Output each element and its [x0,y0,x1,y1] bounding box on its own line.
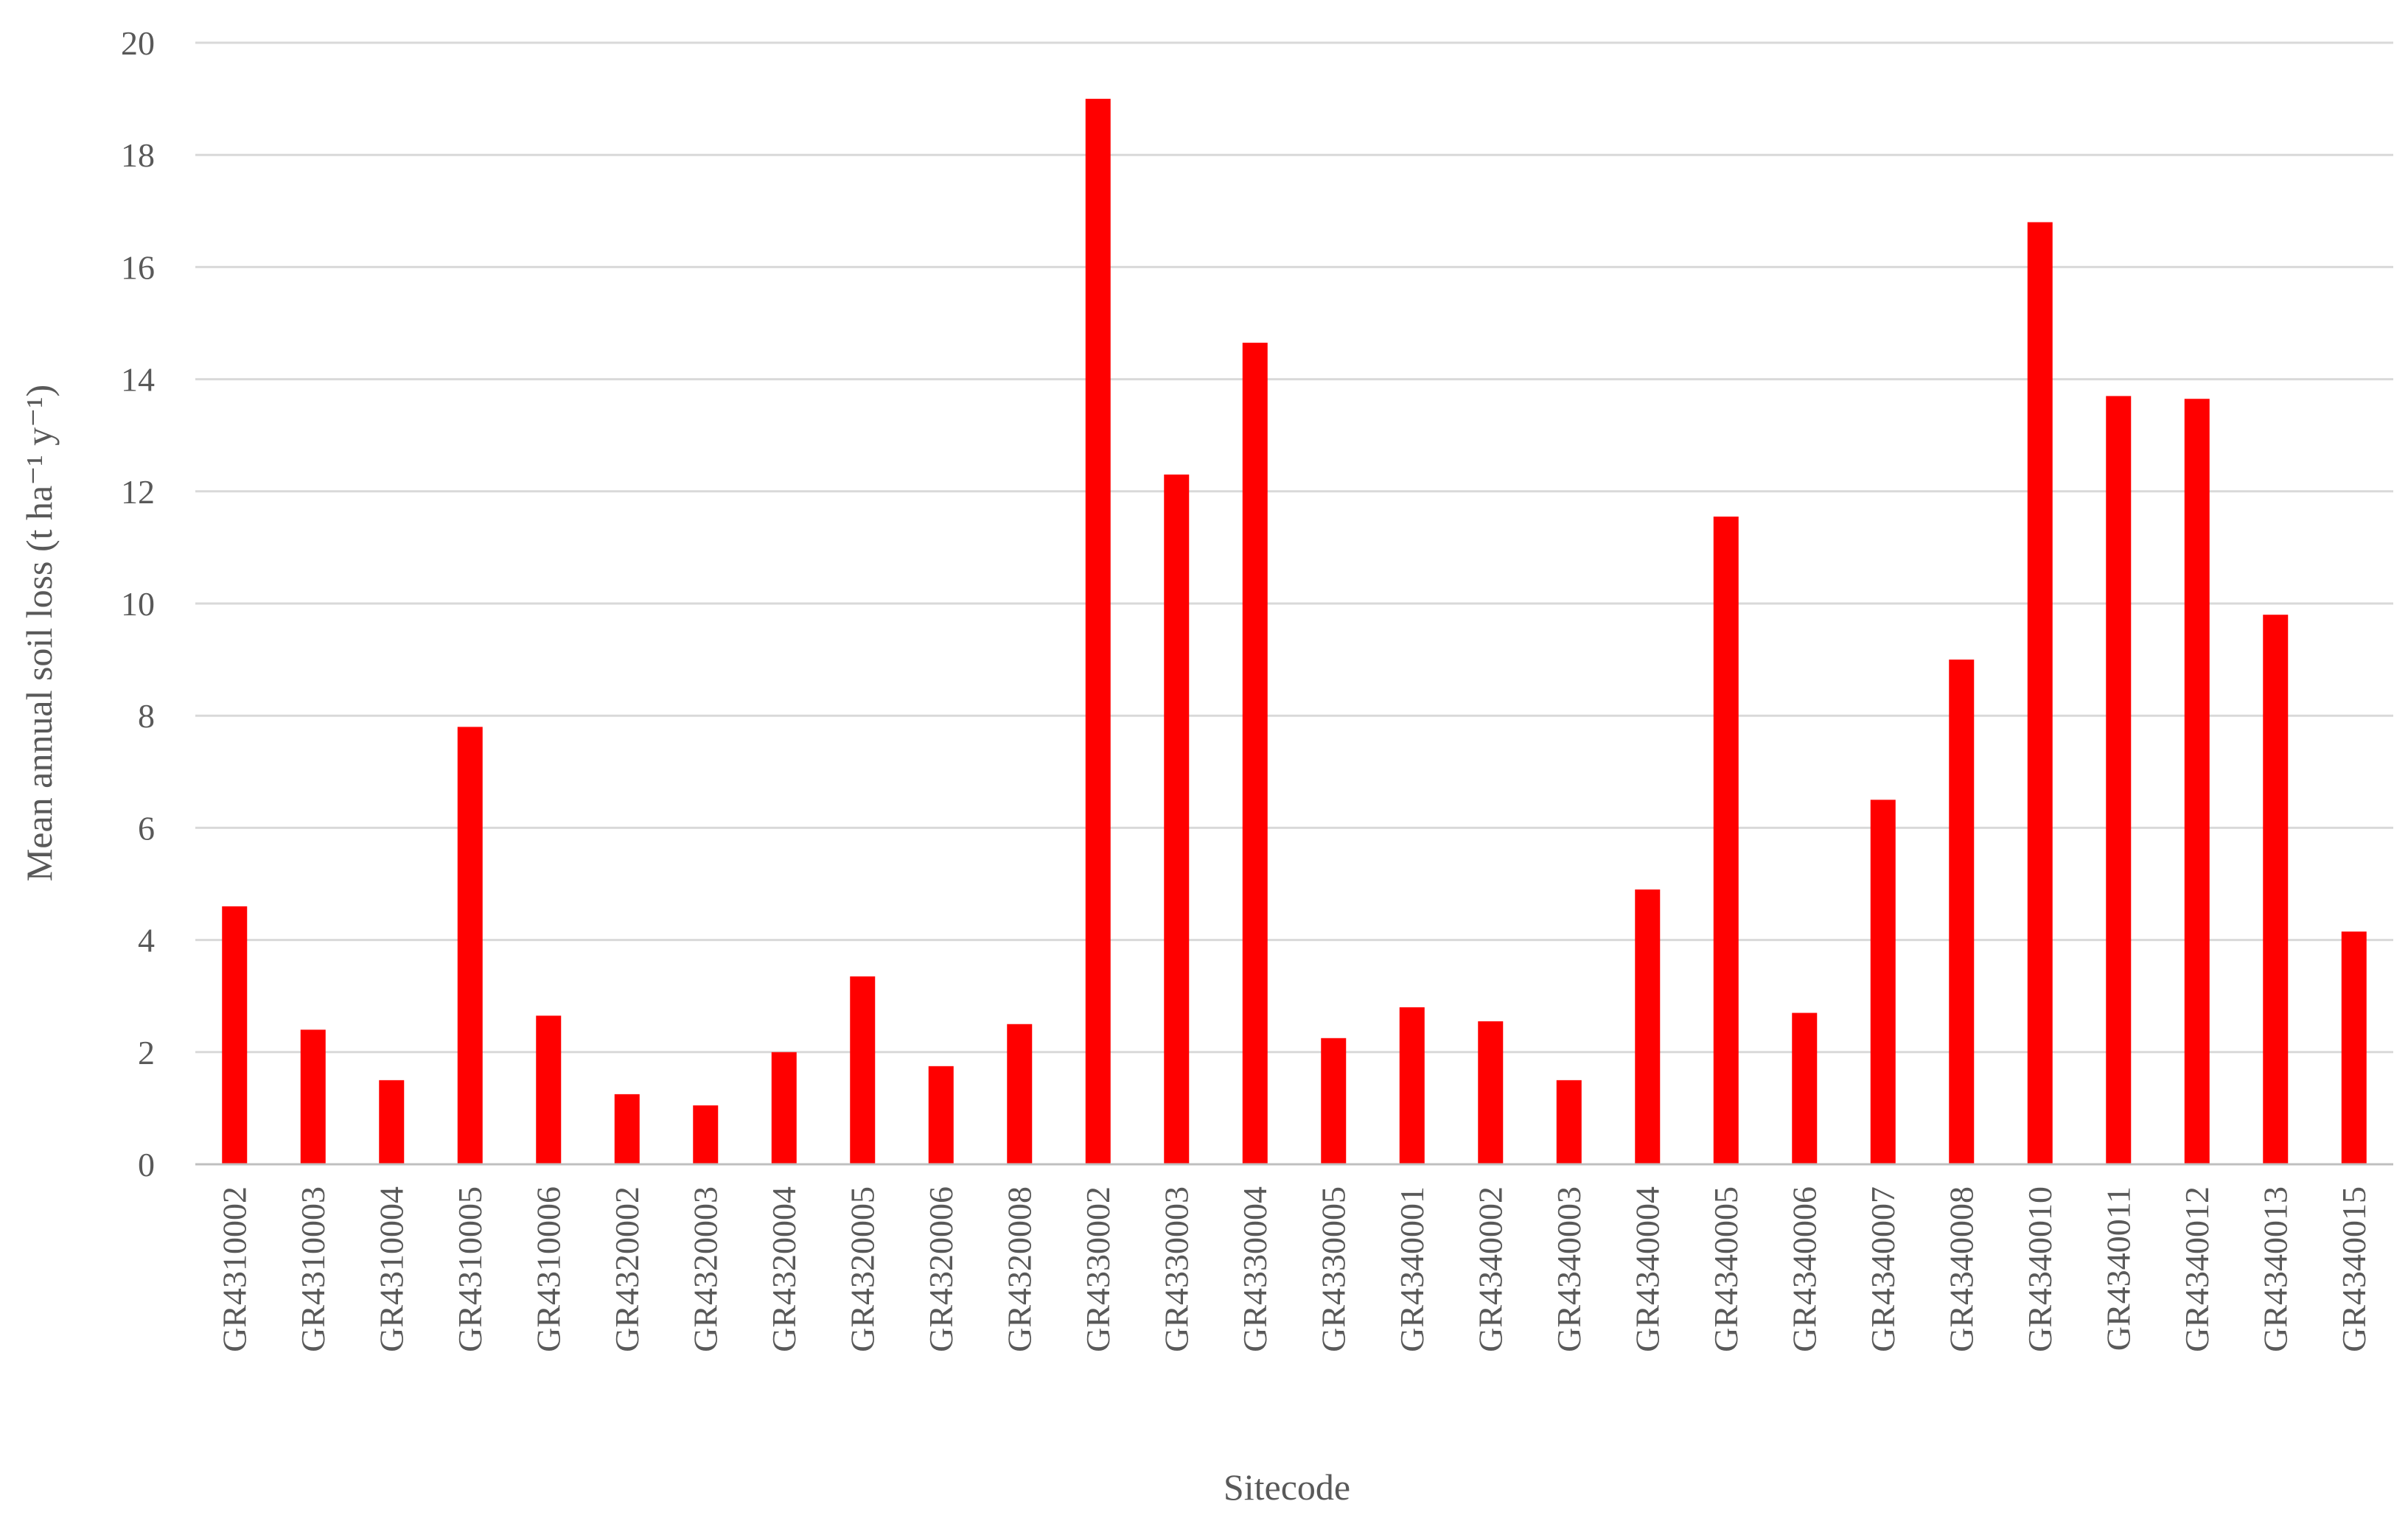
bar [693,1105,719,1164]
y-axis-ticks: 0 2 4 6 8 10 12 14 16 18 20 [121,24,155,1183]
x-axis-title: Sitecode [1224,1466,1350,1508]
bar [2106,396,2132,1165]
y-tick-label: 0 [138,1146,155,1183]
x-tick-label: GR4310004 [372,1186,410,1352]
bar [2263,615,2289,1164]
x-tick-label: GR4330002 [1079,1186,1117,1352]
bar [1085,99,1111,1165]
y-tick-label: 14 [121,361,155,399]
x-tick-label: GR4340015 [2335,1186,2373,1352]
x-tick-label: GR4310006 [529,1186,567,1352]
y-tick-label: 2 [138,1034,155,1071]
x-tick-label: GR4340011 [2099,1186,2137,1351]
bar [1478,1021,1504,1164]
bar [771,1052,797,1164]
bars [222,99,2367,1165]
x-tick-label: GR4340002 [1471,1186,1509,1352]
x-tick-label: GR4330005 [1314,1186,1352,1352]
x-tick-label: GR4320008 [1000,1186,1038,1352]
y-tick-label: 20 [121,24,155,62]
y-tick-label: 12 [121,473,155,511]
bar [1870,800,1896,1164]
bar [1242,343,1268,1164]
x-tick-label: GR4310003 [294,1186,332,1352]
x-tick-label: GR4330003 [1157,1186,1195,1352]
x-tick-label: GR4340013 [2256,1186,2294,1352]
x-tick-label: GR4340007 [1864,1186,1902,1352]
x-tick-label: GR4340004 [1628,1186,1666,1352]
y-tick-label: 10 [121,585,155,623]
bar [300,1029,326,1164]
bar [1949,660,1975,1164]
bar [1713,517,1739,1164]
bar [222,906,248,1164]
bar [2184,399,2210,1164]
y-tick-label: 18 [121,136,155,174]
bar [1007,1024,1033,1164]
y-axis-title: Mean annual soil loss (t ha⁻¹ y⁻¹) [18,385,60,881]
bar [614,1094,640,1164]
y-tick-label: 8 [138,697,155,735]
x-tick-label: GR4340003 [1550,1186,1588,1352]
x-tick-label: GR4340008 [1942,1186,1980,1352]
x-axis-ticks: GR4310002 GR4310003 GR4310004 GR4310005 GR43… [215,1186,2373,1352]
x-tick-label: GR4340001 [1393,1186,1431,1352]
bar [536,1015,562,1164]
bar [2027,222,2053,1164]
x-tick-label: GR4320004 [765,1186,803,1352]
bar [379,1080,405,1164]
x-tick-label: GR4320005 [843,1186,881,1352]
bar [1556,1080,1582,1164]
x-tick-label: GR4320003 [686,1186,724,1352]
bar [850,976,876,1164]
x-tick-label: GR4340012 [2178,1186,2216,1352]
y-tick-label: 6 [138,809,155,847]
x-tick-label: GR4310005 [451,1186,489,1352]
x-tick-label: GR4340006 [1785,1186,1823,1352]
bar [1635,889,1661,1164]
x-tick-label: GR4310002 [215,1186,253,1352]
x-tick-label: GR4330004 [1236,1186,1274,1352]
x-tick-label: GR4340010 [2021,1186,2059,1352]
gridlines [195,41,2393,1054]
x-tick-label: GR4340005 [1707,1186,1745,1352]
y-tick-label: 4 [138,922,155,959]
bar [457,727,483,1164]
bar [1399,1007,1425,1164]
bar [2341,931,2367,1164]
bar [928,1066,954,1164]
bar [1321,1038,1347,1164]
x-tick-label: GR4320002 [608,1186,646,1352]
y-tick-label: 16 [121,248,155,286]
bar [1792,1012,1818,1164]
x-tick-label: GR4320006 [922,1186,960,1352]
bar [1164,474,1190,1164]
